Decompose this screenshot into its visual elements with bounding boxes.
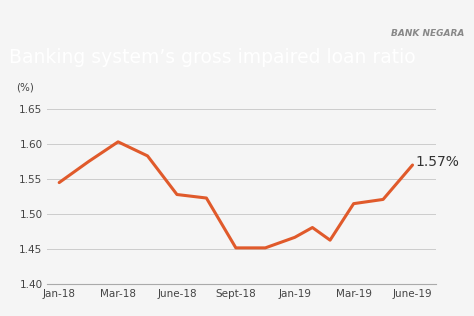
Text: BANK NEGARA: BANK NEGARA: [391, 29, 465, 38]
Text: Banking system’s gross impaired loan ratio: Banking system’s gross impaired loan rat…: [9, 48, 416, 67]
Text: 1.57%: 1.57%: [416, 155, 459, 168]
Text: (%): (%): [16, 83, 34, 93]
